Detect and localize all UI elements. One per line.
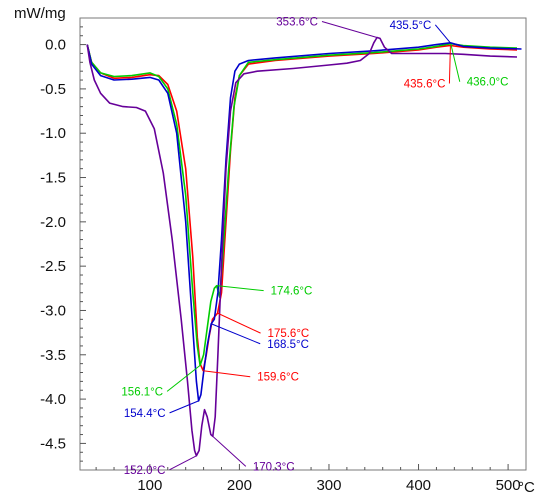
annotation-leader bbox=[166, 365, 201, 392]
series-line-1 bbox=[86, 44, 518, 372]
x-tick-label: 200 bbox=[227, 477, 252, 494]
y-tick-label: -4.5 bbox=[40, 435, 66, 452]
y-tick-label: -3.5 bbox=[40, 347, 66, 364]
annotations-group: 353.6°C 435.5°C 435.6°C 436.0°C 174.6°C 175.6… bbox=[121, 16, 508, 476]
peak-annotation-label: 152.0°C bbox=[124, 465, 166, 477]
y-tick-label: 0.0 bbox=[45, 37, 66, 54]
y-tick-label: -1.5 bbox=[40, 170, 66, 187]
peak-annotation-label: 170.3°C bbox=[253, 461, 295, 473]
peak-annotation-label: 159.6°C bbox=[257, 372, 299, 384]
y-tick-label: -0.5 bbox=[40, 81, 66, 98]
series-group bbox=[86, 36, 522, 457]
x-tick-label: 100 bbox=[137, 477, 162, 494]
y-tick-label: -2.0 bbox=[40, 214, 66, 231]
x-tick-label: 400 bbox=[406, 477, 431, 494]
x-tick-label: 300 bbox=[316, 477, 341, 494]
peak-annotation-label: 353.6°C bbox=[276, 16, 318, 28]
x-axis-unit: °C bbox=[518, 479, 535, 496]
x-tick-label: 500 bbox=[496, 477, 521, 494]
y-tick-label: -3.0 bbox=[40, 302, 66, 319]
series-line-4 bbox=[86, 36, 518, 457]
peak-annotation-label: 435.6°C bbox=[404, 78, 446, 90]
peak-annotation-label: 156.1°C bbox=[121, 386, 163, 398]
annotation-leader bbox=[217, 312, 261, 334]
y-tick-label: -2.5 bbox=[40, 258, 66, 275]
peak-annotation-label: 168.5°C bbox=[267, 339, 309, 351]
peak-annotation-label: 175.6°C bbox=[268, 328, 310, 340]
annotation-leader bbox=[450, 43, 461, 82]
peak-annotation-label: 436.0°C bbox=[467, 77, 509, 89]
annotation-leader bbox=[169, 455, 197, 471]
series-line-3 bbox=[86, 41, 522, 402]
y-axis-unit: mW/mg bbox=[14, 5, 66, 22]
annotation-leader bbox=[211, 323, 261, 345]
peak-annotation-label: 174.6°C bbox=[271, 286, 313, 298]
annotation-leader bbox=[169, 400, 199, 414]
peak-annotation-label: 435.5°C bbox=[390, 20, 432, 32]
annotation-leader bbox=[216, 285, 264, 292]
peak-annotation-label: 154.4°C bbox=[124, 408, 166, 420]
annotation-leader bbox=[212, 435, 247, 467]
annotation-leader bbox=[448, 45, 451, 84]
annotation-leader bbox=[321, 21, 378, 38]
series-line-2 bbox=[86, 42, 518, 367]
plot-frame bbox=[79, 17, 527, 471]
y-tick-label: -1.0 bbox=[40, 125, 66, 142]
tick-labels: 100 200 300 400 500 0.0 -0.5 -1.0 -1.5 -2.0 -2.5 -3… bbox=[40, 37, 520, 494]
annotation-leader bbox=[203, 370, 251, 378]
axis-ticks bbox=[80, 26, 509, 470]
y-tick-label: -4.0 bbox=[40, 391, 66, 408]
annotation-leader bbox=[434, 24, 451, 44]
